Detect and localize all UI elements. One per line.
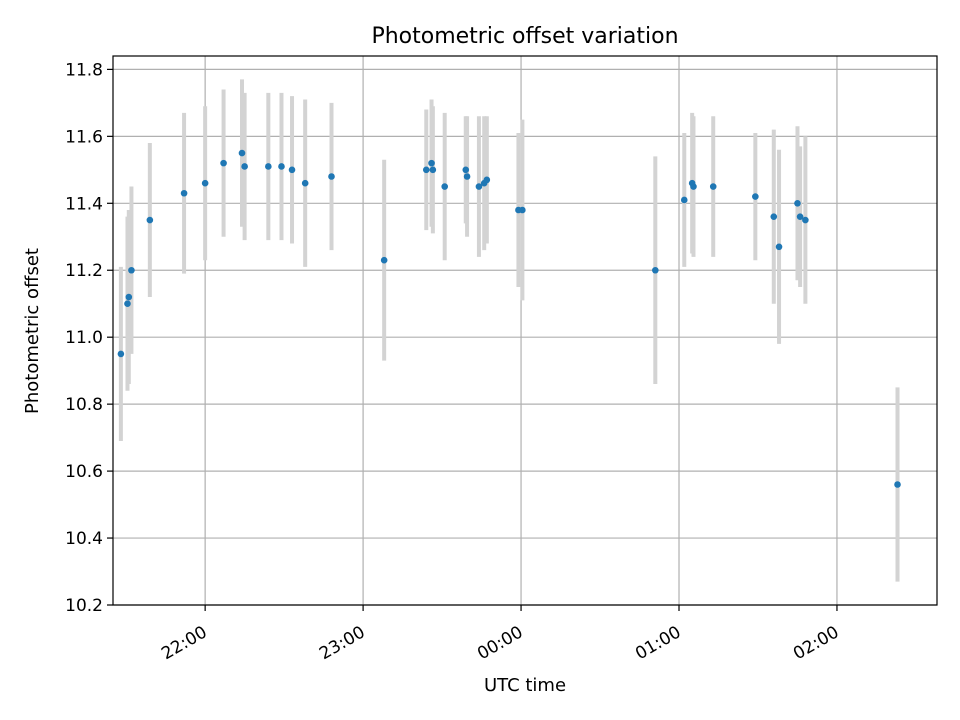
data-point bbox=[278, 163, 285, 170]
data-point bbox=[752, 193, 759, 200]
y-tick-label: 11.4 bbox=[65, 194, 103, 214]
data-point bbox=[463, 173, 471, 180]
data-point bbox=[201, 179, 209, 187]
data-point bbox=[483, 176, 491, 184]
data-point bbox=[428, 159, 435, 167]
data-point bbox=[652, 266, 659, 274]
plot-frame bbox=[112, 55, 938, 606]
data-point bbox=[125, 293, 133, 301]
data-point bbox=[220, 159, 227, 167]
data-point bbox=[709, 183, 717, 190]
data-point bbox=[265, 163, 272, 170]
data-point bbox=[462, 166, 470, 174]
y-tick-label: 10.6 bbox=[65, 462, 103, 482]
data-point bbox=[117, 350, 125, 358]
data-point bbox=[429, 166, 437, 174]
data-point bbox=[301, 179, 309, 187]
data-point bbox=[288, 166, 296, 174]
y-tick-label: 10.8 bbox=[65, 395, 103, 415]
data-point bbox=[519, 206, 526, 214]
data-point bbox=[802, 216, 809, 224]
y-axis-label: Photometric offset bbox=[22, 248, 43, 414]
data-point bbox=[238, 149, 246, 157]
data-point bbox=[422, 166, 430, 174]
y-tick-label: 10.4 bbox=[65, 529, 103, 549]
data-point bbox=[441, 183, 449, 190]
data-point bbox=[128, 266, 135, 274]
data-point bbox=[180, 189, 188, 197]
data-point bbox=[124, 300, 131, 308]
data-point bbox=[380, 256, 388, 264]
y-tick-label: 11.0 bbox=[65, 328, 103, 348]
y-tick-label: 10.2 bbox=[65, 596, 103, 616]
y-axis-ticks: 10.2 10.4 10.6 10.8 11.0 11.2 11.4 11.6 11.8 bbox=[65, 60, 113, 616]
data-point bbox=[146, 216, 154, 224]
data-point bbox=[794, 199, 801, 207]
data-points bbox=[117, 149, 901, 488]
data-point bbox=[796, 213, 804, 220]
x-axis-label: UTC time bbox=[484, 675, 566, 696]
data-point bbox=[328, 173, 335, 180]
data-point bbox=[690, 183, 697, 190]
data-point bbox=[770, 213, 778, 220]
y-tick-label: 11.2 bbox=[65, 261, 103, 281]
y-tick-label: 11.8 bbox=[65, 60, 103, 80]
chart-title: Photometric offset variation bbox=[371, 24, 678, 49]
data-point bbox=[680, 196, 688, 204]
data-point bbox=[241, 163, 248, 170]
y-tick-label: 11.6 bbox=[65, 127, 103, 147]
data-point bbox=[475, 183, 483, 190]
data-point bbox=[775, 243, 783, 251]
data-point bbox=[894, 481, 901, 488]
